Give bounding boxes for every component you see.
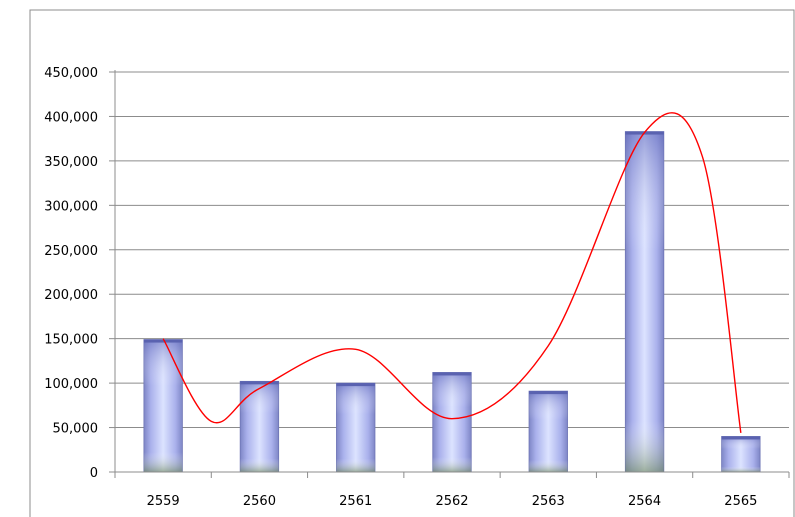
y-tick-label: 400,000 <box>44 110 98 125</box>
bar-cap <box>529 391 568 395</box>
y-axis-labels: 0 50,000 100,000 150,000 200,000 250,000 300,0… <box>44 66 98 481</box>
bar-shade <box>721 436 761 472</box>
bar-cap <box>143 339 183 343</box>
bar-cap <box>721 436 761 440</box>
y-tick-label: 250,000 <box>44 244 98 259</box>
x-tick-label: 2559 <box>147 494 180 509</box>
x-tick-label: 2561 <box>339 494 372 509</box>
axes <box>114 70 790 478</box>
bar-shade <box>336 383 375 472</box>
y-tick-label: 450,000 <box>44 66 98 81</box>
x-tick-label: 2564 <box>628 494 661 509</box>
bar <box>336 382 376 473</box>
y-tick-label: 200,000 <box>44 288 98 303</box>
bars <box>143 131 761 473</box>
trend-line <box>162 112 742 433</box>
x-tick-label: 2560 <box>243 494 276 509</box>
x-tick-label: 2562 <box>435 494 468 509</box>
x-tick-label: 2565 <box>724 494 757 509</box>
bar-shade <box>432 372 472 472</box>
bar <box>528 390 568 473</box>
x-tick-label: 2563 <box>532 494 565 509</box>
bar-shade <box>143 339 183 472</box>
bar <box>143 339 183 473</box>
bar-cap <box>336 383 375 387</box>
bar-cap <box>240 381 279 385</box>
bar-shade <box>529 391 568 472</box>
bar <box>432 372 472 473</box>
y-tick-label: 150,000 <box>44 333 98 348</box>
y-tick-label: 50,000 <box>53 422 99 437</box>
bar-cap <box>432 372 472 376</box>
bar-shade <box>240 381 279 472</box>
bar <box>239 380 280 473</box>
y-tick-label: 0 <box>90 466 98 481</box>
y-tick-label: 350,000 <box>44 155 98 170</box>
y-tick-label: 100,000 <box>44 377 98 392</box>
bar <box>721 436 761 473</box>
x-axis-labels: 2559 2560 2561 2562 2563 2564 2565 <box>147 494 758 509</box>
y-tick-label: 300,000 <box>44 199 98 214</box>
bar-shade <box>625 131 664 473</box>
bar <box>624 131 665 473</box>
